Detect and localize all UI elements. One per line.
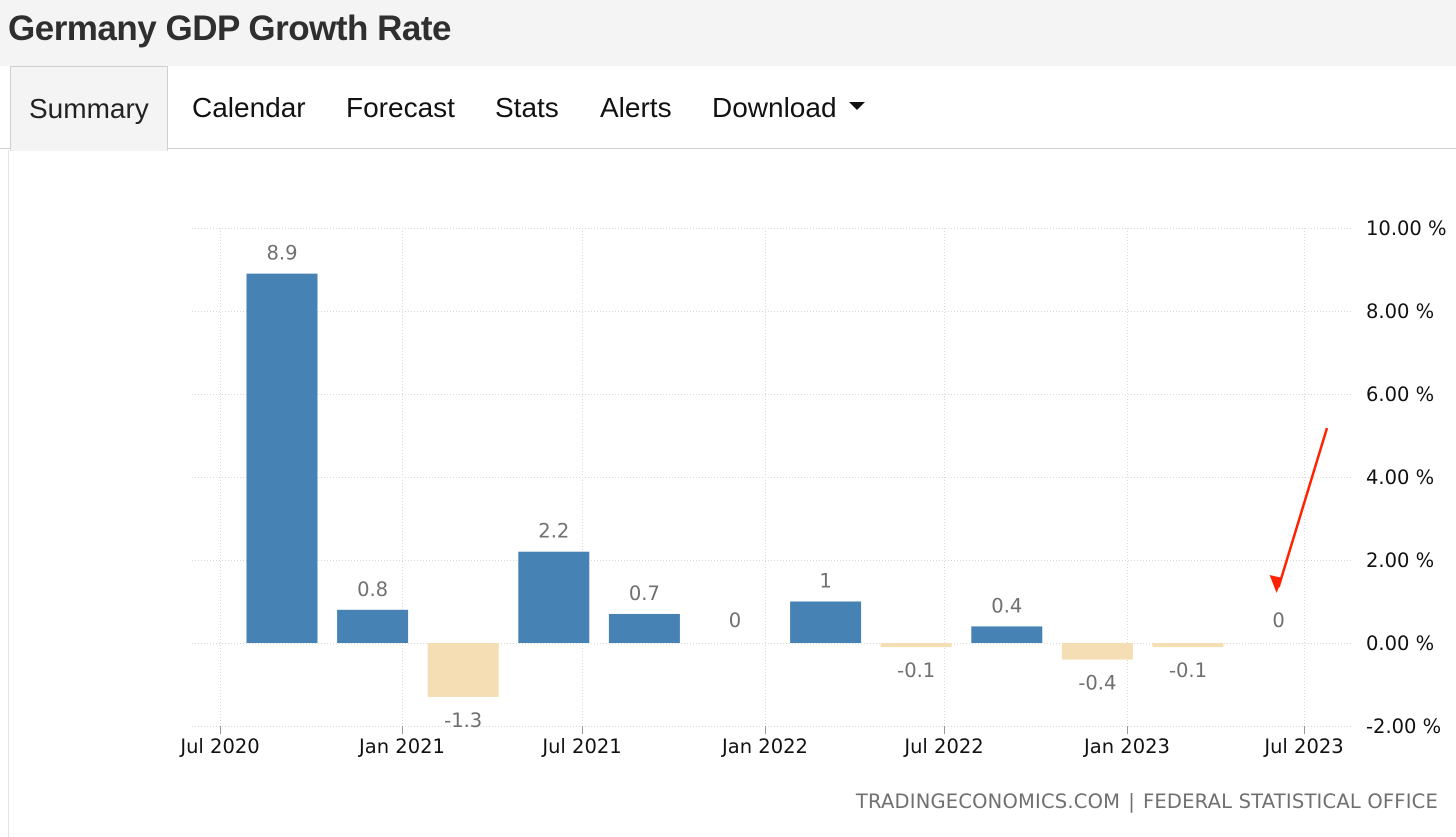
bar-q2-2022 [880, 643, 952, 648]
y-tick-label: 6.00 % [1366, 383, 1434, 406]
tab-alerts[interactable]: Alerts [600, 92, 672, 123]
bar-value-label: -0.4 [1078, 672, 1116, 695]
page-header: Germany GDP Growth Rate [0, 0, 1456, 67]
x-tick-label: Jan 2022 [720, 735, 808, 758]
bar-value-label: 0 [729, 609, 741, 632]
bar-value-label: 8.9 [266, 242, 297, 265]
x-tick-label: Jan 2023 [1082, 735, 1170, 758]
tab-calendar[interactable]: Calendar [192, 92, 306, 123]
bar-q4-2022 [1061, 643, 1133, 660]
bar-q1-2021 [427, 643, 499, 697]
y-tick-label: -2.00 % [1366, 715, 1441, 738]
bar-value-label: 0.4 [991, 594, 1022, 617]
bar-q3-2020 [246, 273, 318, 643]
source-separator: | [1128, 790, 1135, 813]
bar-q1-2023 [1152, 643, 1224, 648]
page-title: Germany GDP Growth Rate [8, 9, 451, 48]
bar-value-label: 0.7 [629, 582, 660, 605]
bar-q1-2022 [790, 601, 862, 643]
bar-q3-2022 [971, 626, 1043, 643]
bar-q2-2021 [518, 551, 590, 643]
bar-q3-2021 [608, 613, 680, 643]
source-attribution: TRADINGECONOMICS.COM | FEDERAL STATISTICAL… [856, 790, 1438, 813]
tab-summary[interactable]: Summary [10, 66, 168, 151]
x-tick-label: Jul 2023 [1262, 735, 1343, 758]
bar-value-label: 0 [1272, 609, 1284, 632]
bar-value-label: -0.1 [1169, 659, 1207, 682]
annotation-arrow-head-icon [1269, 575, 1283, 593]
bar-value-label: -1.3 [444, 709, 482, 732]
tab-stats[interactable]: Stats [495, 92, 559, 123]
bar-value-label: -0.1 [897, 659, 935, 682]
x-tick-label: Jul 2021 [540, 735, 621, 758]
y-tick-label: 2.00 % [1366, 549, 1434, 572]
x-tick-label: Jul 2022 [902, 735, 983, 758]
bar-q4-2020 [337, 609, 409, 643]
caret-down-icon [848, 101, 865, 110]
source-tradingeconomics[interactable]: TRADINGECONOMICS.COM [855, 790, 1121, 813]
bar-value-label: 1 [819, 570, 831, 593]
tab-bar-divider [0, 148, 1456, 149]
x-tick-label: Jan 2021 [357, 735, 445, 758]
content-left-border [8, 150, 9, 837]
annotation-arrow-line [1277, 427, 1329, 588]
y-tick-label: 4.00 % [1366, 466, 1434, 489]
bar-value-label: 2.2 [538, 520, 569, 543]
tab-download[interactable]: Download [712, 66, 865, 148]
bar-value-label: 0.8 [357, 578, 388, 601]
tab-bar [0, 66, 1456, 150]
y-tick-label: 8.00 % [1366, 300, 1434, 323]
tab-forecast[interactable]: Forecast [346, 92, 455, 123]
source-federal-statistical-office[interactable]: FEDERAL STATISTICAL OFFICE [1142, 790, 1438, 813]
tab-download-label: Download [712, 92, 837, 123]
x-tick-label: Jul 2020 [178, 735, 259, 758]
y-tick-label: 10.00 % [1366, 217, 1447, 240]
y-tick-label: 0.00 % [1366, 632, 1434, 655]
